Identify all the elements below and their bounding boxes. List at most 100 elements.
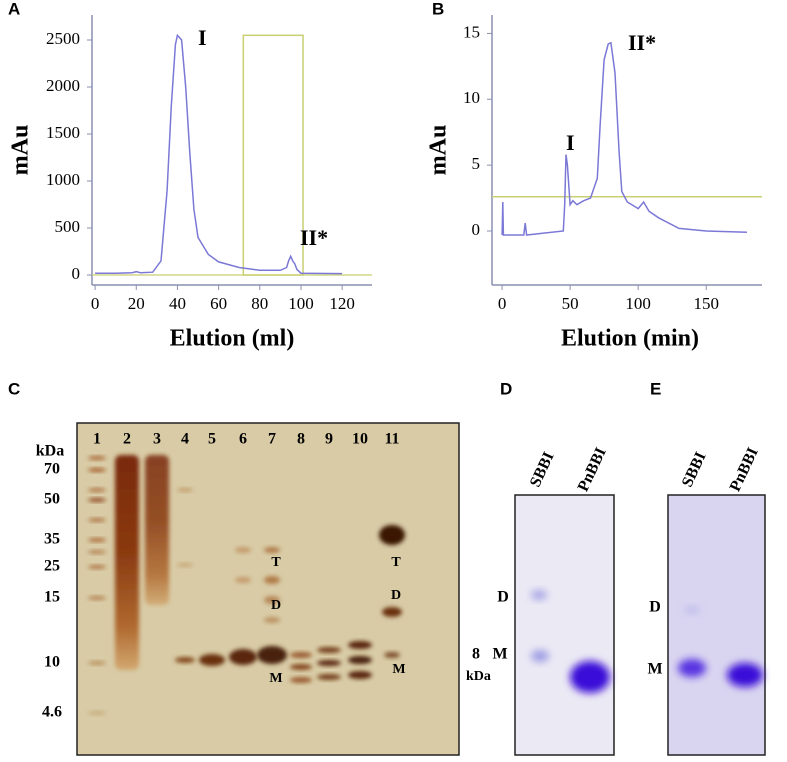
y-axis-label: mAu <box>426 125 452 176</box>
gel-band <box>88 565 106 569</box>
gel-frame <box>514 494 615 756</box>
lane-label: 1 <box>93 431 101 448</box>
x-tick-label: 150 <box>693 294 719 313</box>
lane-label: PnBBI <box>727 445 762 494</box>
y-tick-label: 5 <box>472 154 481 173</box>
gel-band <box>88 468 106 472</box>
band-label: D <box>649 599 661 616</box>
band-label: D <box>271 598 281 613</box>
band-label: D <box>391 588 401 603</box>
gel-d: D SBBI PnBBI D M <box>492 379 615 756</box>
band-label: M <box>269 671 282 686</box>
x-tick-label: 120 <box>329 294 355 313</box>
gel-band <box>235 577 251 583</box>
gel-band <box>88 518 106 522</box>
gel-band <box>88 550 106 554</box>
x-tick-label: 50 <box>562 294 579 313</box>
x-tick-label: 100 <box>625 294 651 313</box>
gel-band <box>264 547 280 553</box>
lane-label: 7 <box>268 431 276 448</box>
gel-band <box>175 657 195 663</box>
band-label: M <box>647 661 662 678</box>
size-note: 8 <box>472 646 480 663</box>
marker-label: 10 <box>44 654 60 671</box>
peak-label: II* <box>628 30 656 55</box>
x-tick-label: 80 <box>251 294 268 313</box>
gel-band <box>88 711 106 715</box>
gel-frame <box>667 494 766 756</box>
unit-label: kDa <box>36 443 64 460</box>
band-label: M <box>392 662 405 677</box>
band-label: T <box>391 555 401 570</box>
panel-label: E <box>650 379 661 398</box>
y-tick-label: 1500 <box>46 123 80 142</box>
gel-band <box>235 547 251 553</box>
gel-band <box>257 646 287 664</box>
gel-band <box>531 590 547 600</box>
gel-band <box>177 563 193 567</box>
lane-label: SBBI <box>527 450 558 490</box>
x-tick-label: 0 <box>91 294 100 313</box>
lane-label: 11 <box>384 431 399 448</box>
gel-band <box>229 649 257 665</box>
gel-band <box>264 617 280 623</box>
marker-label: 50 <box>44 491 60 508</box>
gel-band <box>264 596 280 604</box>
y-tick-label: 10 <box>463 88 480 107</box>
x-tick-label: 20 <box>128 294 145 313</box>
gel-band <box>177 488 193 492</box>
gel-band <box>290 677 312 683</box>
band-label: M <box>492 646 507 663</box>
gel-band <box>88 596 106 600</box>
gel-band <box>317 647 341 653</box>
y-axis-label: mAu <box>8 125 34 176</box>
lane-label: 4 <box>181 431 189 448</box>
y-tick-label: 2500 <box>46 29 80 48</box>
gel-band <box>379 525 405 545</box>
lane-label: SBBI <box>679 450 710 490</box>
gel-band <box>678 659 706 677</box>
lane-label: 6 <box>239 431 247 448</box>
gel-band <box>199 654 225 666</box>
marker-label: 4.6 <box>42 704 62 721</box>
lane-label: 3 <box>153 431 161 448</box>
gel-band <box>264 576 280 584</box>
line-chart: A 0 20 40 60 80 100 120 0 500 1000 1500 2000 2500 Elut… <box>8 0 372 352</box>
gel-band <box>384 652 400 658</box>
y-tick-label: 1000 <box>46 170 80 189</box>
gel-band <box>88 456 106 460</box>
x-axis-label: Elution (ml) <box>170 326 295 352</box>
gel-c: C1 2 3 4 5 6 7 8 9 10 11kDa7050352515104.6TDMTDM8k… <box>8 379 491 756</box>
lane-label: PnBBI <box>575 445 610 494</box>
peak-label: I <box>198 25 207 50</box>
gel-band <box>290 664 312 670</box>
lane-label: 2 <box>123 431 131 448</box>
gel-band <box>88 488 106 492</box>
gel-band <box>348 656 372 664</box>
gel-band <box>382 607 402 617</box>
lane-label: 9 <box>325 431 333 448</box>
charts: A0 20 40 60 80 100 12005001000150020002500Elut… <box>8 0 762 352</box>
lane-label: 5 <box>208 431 216 448</box>
x-tick-label: 40 <box>169 294 186 313</box>
highlight-box <box>242 34 304 276</box>
y-tick-label: 2000 <box>46 76 80 95</box>
trace <box>95 33 343 275</box>
size-note: kDa <box>466 669 491 684</box>
gel-frame <box>76 422 460 756</box>
gel-band <box>317 660 341 666</box>
panel-label: A <box>8 0 20 18</box>
gel-band <box>88 498 106 502</box>
smear <box>145 455 169 605</box>
gel-band <box>570 661 610 693</box>
smear <box>115 455 139 670</box>
x-tick-label: 100 <box>288 294 314 313</box>
band-label: T <box>271 555 281 570</box>
panel-label: D <box>500 379 512 398</box>
peak-label: II* <box>300 225 328 250</box>
gel-band <box>531 650 549 662</box>
peak-label: I <box>566 130 575 155</box>
panel-label: B <box>432 0 444 18</box>
y-tick-label: 15 <box>463 22 480 41</box>
